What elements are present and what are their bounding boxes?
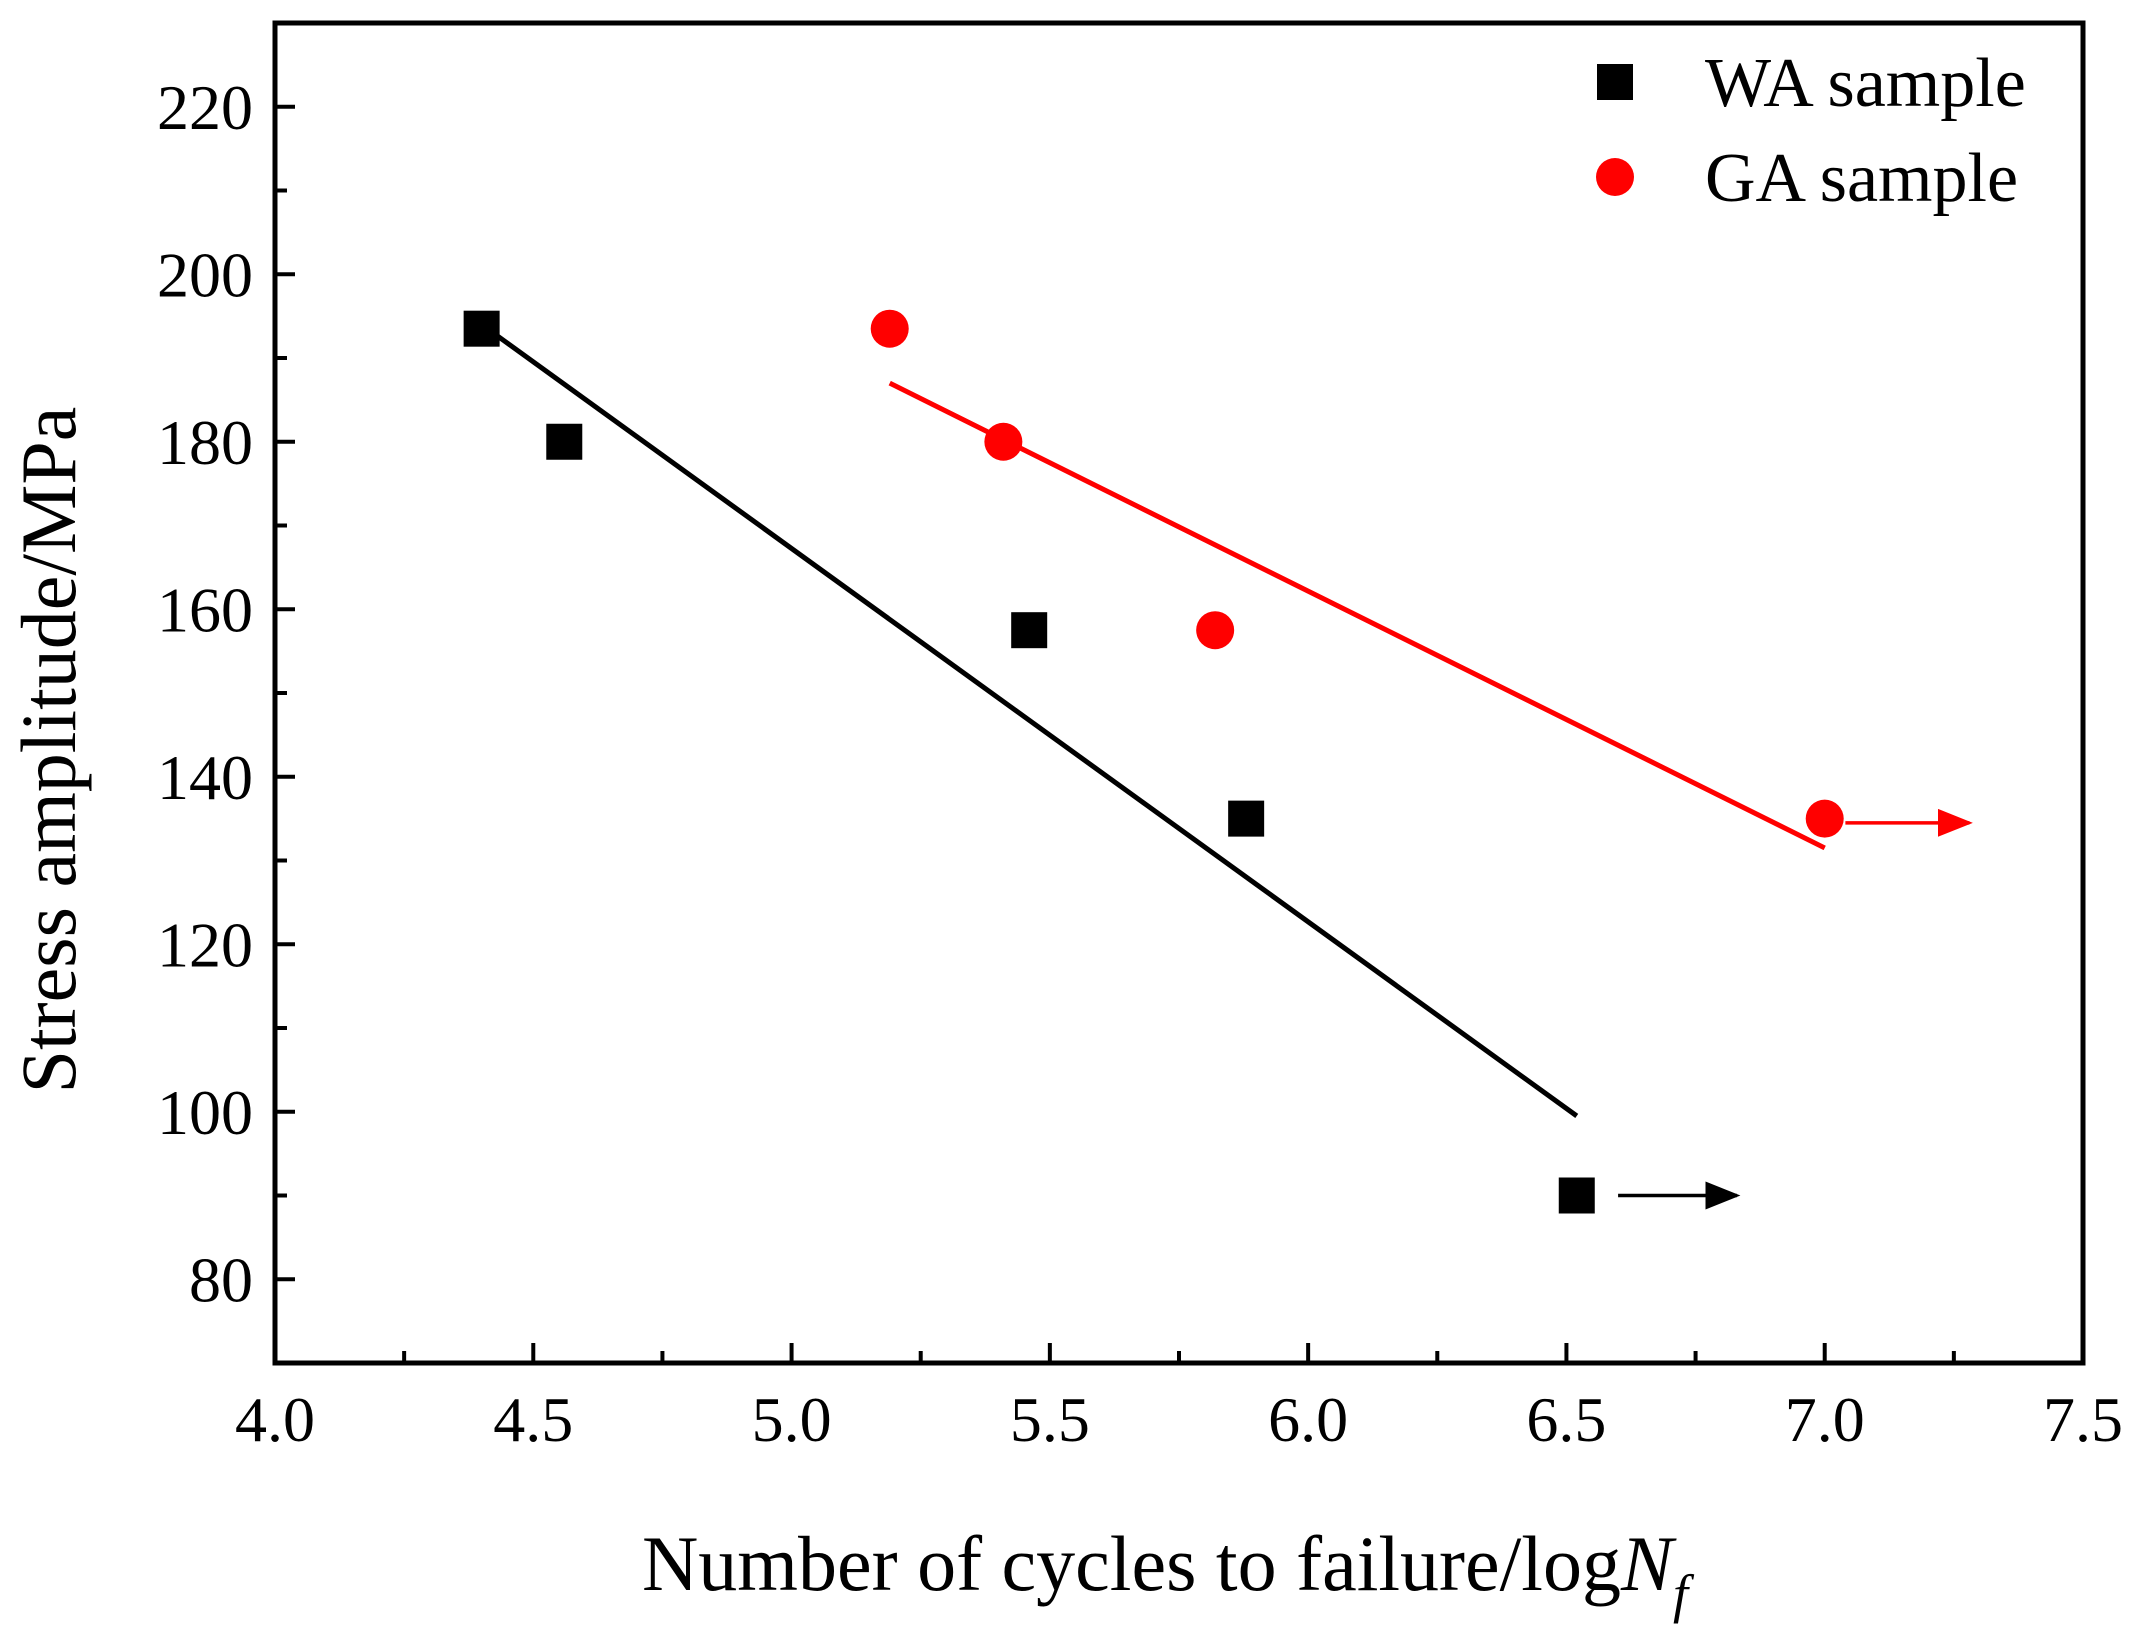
wa-data-point — [463, 310, 500, 347]
fit-lines — [480, 322, 1973, 1210]
wa-data-point — [546, 423, 583, 460]
wa-legend-marker — [1597, 64, 1633, 100]
x-tick-label: 6.5 — [1526, 1384, 1606, 1455]
x-tick-label: 4.0 — [235, 1384, 315, 1455]
ga-legend-marker — [1596, 158, 1634, 196]
x-axis-title-sub: f — [1673, 1564, 1695, 1624]
ga-fit-line — [888, 380, 1826, 851]
plot-frame — [272, 20, 2086, 1366]
y-tick-label: 140 — [157, 742, 253, 813]
wa-data-point — [1011, 612, 1048, 649]
y-tick-label: 120 — [157, 909, 253, 980]
x-tick-label: 6.0 — [1268, 1384, 1348, 1455]
data-points — [463, 309, 1844, 1214]
y-tick-label: 200 — [157, 239, 253, 310]
ga-data-point — [984, 422, 1023, 461]
legend: WA sample GA sample — [1596, 45, 2026, 217]
y-tick-label: 160 — [157, 574, 253, 645]
y-tick-label: 180 — [157, 407, 253, 478]
ga-data-point — [1805, 799, 1844, 838]
x-axis-title: Number of cycles to failure/logNf — [642, 1520, 1695, 1624]
x-axis-title-var: N — [1620, 1520, 1677, 1607]
wa-legend-label: WA sample — [1705, 45, 2026, 122]
axes — [272, 20, 2086, 1366]
wa-data-point — [1558, 1177, 1595, 1214]
x-tick-label: 5.5 — [1010, 1384, 1090, 1455]
axis-ticks: 4.0 4.5 5.0 5.5 6.0 6.5 7.0 7.5 80 100 120 140 160 18… — [157, 72, 2123, 1455]
y-tick-label: 220 — [157, 72, 253, 143]
wa-data-point — [1228, 800, 1265, 837]
x-tick-label: 5.0 — [752, 1384, 832, 1455]
ga-legend-label: GA sample — [1705, 140, 2018, 217]
x-tick-label: 4.5 — [493, 1384, 573, 1455]
y-axis-title: Stress amplitude/MPa — [5, 407, 92, 1094]
y-tick-label: 100 — [157, 1077, 253, 1148]
x-tick-label: 7.0 — [1785, 1384, 1865, 1455]
ga-data-point — [1196, 611, 1235, 650]
x-tick-label: 7.5 — [2043, 1384, 2123, 1455]
y-tick-label: 80 — [189, 1244, 253, 1315]
x-axis-title-text: Number of cycles to failure/log — [642, 1520, 1621, 1607]
ga-data-point — [870, 309, 909, 348]
wa-fit-line — [480, 322, 1579, 1118]
